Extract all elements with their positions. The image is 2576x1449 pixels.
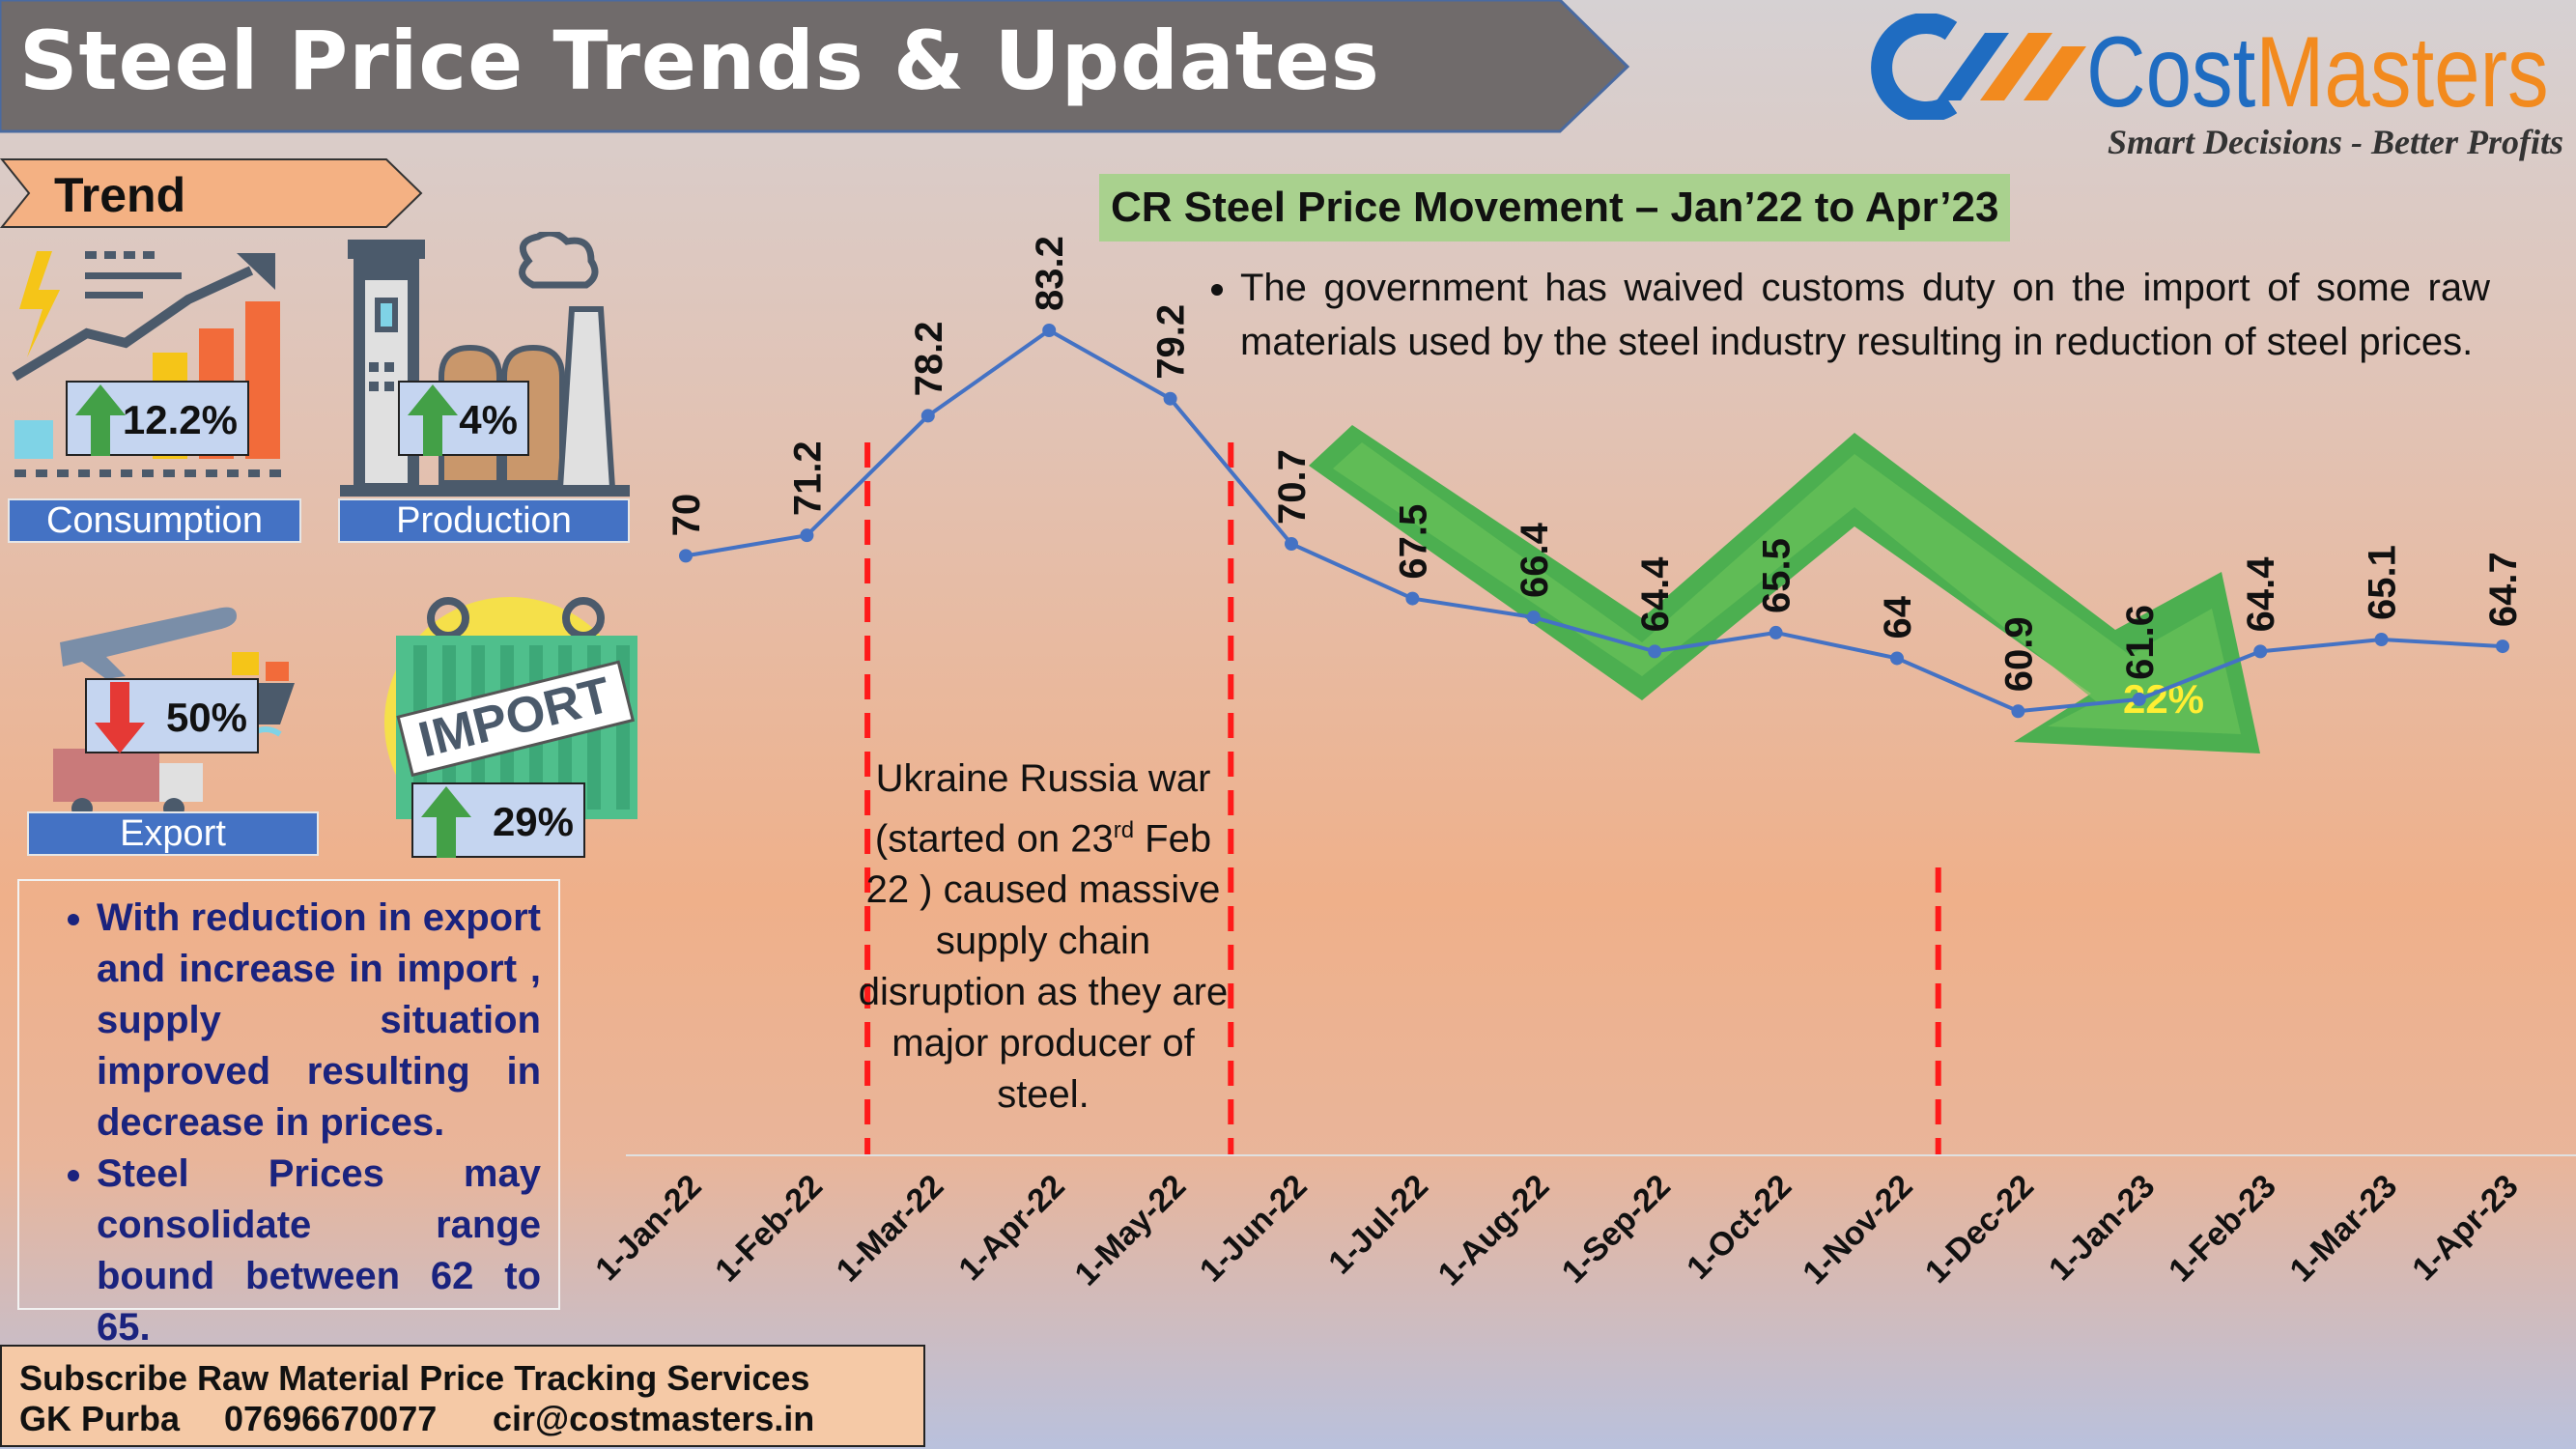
data-point [2496, 639, 2509, 654]
x-tick-label: 1-Jan-23 [2042, 1168, 2162, 1288]
data-point [2011, 704, 2025, 719]
data-label: 65.5 [1756, 538, 1798, 613]
war-note: Ukraine Russia war (started on 23rd Feb … [858, 757, 1229, 1117]
data-point [2374, 633, 2389, 647]
data-label: 79.2 [1150, 304, 1193, 380]
data-label: 64.4 [1634, 556, 1677, 633]
contact-phone[interactable]: 07696670077 [224, 1399, 438, 1438]
subscribe-line: Subscribe Raw Material Price Tracking Se… [19, 1358, 810, 1398]
up-arrow-icon [75, 384, 126, 456]
data-label: 67.5 [1392, 504, 1434, 580]
data-point [2132, 692, 2146, 706]
data-point [1769, 625, 1783, 639]
up-arrow-icon [408, 384, 458, 456]
import-pct-box: 29% [411, 782, 585, 858]
x-tick-label: 1-Aug-22 [1431, 1168, 1557, 1293]
subscribe-box: Subscribe Raw Material Price Tracking Se… [0, 1345, 925, 1447]
contact-name: GK Purba [19, 1399, 181, 1438]
data-label: 70.7 [1271, 449, 1314, 525]
logo-tagline: Smart Decisions - Better Profits [2107, 123, 2563, 161]
x-tick-label: 1-Feb-23 [2162, 1168, 2283, 1290]
gov-note: The government has waived customs duty o… [1176, 261, 2490, 369]
x-tick-label: 1-Apr-22 [951, 1168, 1071, 1288]
x-tick-label: 1-Sep-22 [1555, 1168, 1678, 1291]
note-bullet-2: Steel Prices may consolidate range bound… [97, 1149, 541, 1353]
data-point [1648, 644, 1662, 659]
data-label: 70 [665, 494, 708, 537]
trend-label: Trend [54, 168, 186, 222]
notes-box: With reduction in export and increase in… [17, 879, 560, 1349]
data-point [679, 549, 693, 563]
data-label: 64.7 [2482, 552, 2525, 627]
chart-heading: CR Steel Price Movement – Jan’22 to Apr’… [1099, 174, 2011, 242]
x-tick-label: 1-Dec-22 [1918, 1168, 2041, 1291]
data-label: 64.4 [2240, 556, 2282, 633]
consumption-label: Consumption [8, 498, 301, 543]
contact-email[interactable]: cir@costmasters.in [493, 1399, 815, 1438]
title-banner-shape [0, 0, 1630, 133]
x-tick-label: 1-Mar-23 [2283, 1168, 2405, 1290]
data-point [1163, 391, 1177, 406]
data-label: 83.2 [1029, 236, 1071, 311]
title-banner: Steel Price Trends & Updates [0, 0, 1632, 133]
data-point [1890, 651, 1904, 666]
x-tick-label: 1-Jul-22 [1321, 1168, 1435, 1282]
data-point [1526, 611, 1541, 625]
data-point [920, 409, 935, 423]
costmasters-logo: CostMasters Smart Decisions - Better Pro… [1859, 8, 2569, 172]
consumption-value: 12.2% [122, 397, 238, 442]
data-point [2253, 644, 2268, 659]
consumption-pct-box: 12.2% [66, 381, 249, 456]
data-label: 64 [1877, 595, 1919, 639]
data-label: 60.9 [1997, 616, 2040, 692]
down-arrow-icon [95, 682, 145, 753]
note-bullet-1: With reduction in export and increase in… [97, 893, 541, 1149]
export-value: 50% [165, 695, 247, 740]
price-series-line [685, 327, 2504, 714]
data-label: 66.4 [1514, 522, 1556, 598]
gov-note-text: The government has waived customs duty o… [1240, 261, 2490, 369]
data-point [1285, 537, 1298, 551]
trend-tag: Trend [0, 157, 425, 229]
page-title: Steel Price Trends & Updates [19, 14, 1380, 108]
x-tick-label: 1-Jan-22 [588, 1168, 708, 1288]
data-label: 78.2 [908, 322, 950, 397]
x-tick-label: 1-Jun-22 [1193, 1168, 1315, 1290]
export-pct-box: 50% [85, 678, 259, 753]
x-tick-label: 1-Mar-22 [830, 1168, 951, 1290]
logo-name: CostMasters [2086, 16, 2549, 128]
data-label: 65.1 [2362, 545, 2404, 620]
production-value: 4% [459, 397, 518, 442]
logo-mark-icon [1871, 14, 2086, 120]
export-label: Export [27, 811, 319, 856]
trend-tag-shape [0, 158, 423, 228]
production-label: Production [338, 498, 630, 543]
data-point [800, 528, 814, 543]
x-tick-label: 1-May-22 [1067, 1168, 1193, 1293]
import-value: 29% [492, 799, 574, 844]
data-label: 71.2 [786, 440, 829, 516]
production-pct-box: 4% [398, 381, 529, 456]
data-point [1042, 324, 1057, 337]
x-tick-label: 1-Nov-22 [1796, 1168, 1919, 1292]
up-arrow-icon [421, 786, 471, 858]
x-tick-label: 1-Oct-22 [1680, 1168, 1798, 1287]
data-label: 61.6 [2119, 605, 2162, 680]
x-tick-label: 1-Apr-23 [2405, 1168, 2525, 1288]
data-point [1405, 591, 1420, 606]
x-tick-label: 1-Feb-22 [708, 1168, 830, 1290]
